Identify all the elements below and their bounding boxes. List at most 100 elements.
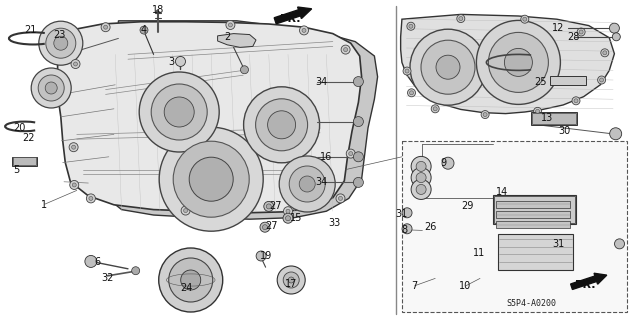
Circle shape — [264, 201, 274, 212]
Circle shape — [228, 23, 232, 27]
Text: 18: 18 — [152, 4, 164, 15]
Circle shape — [408, 89, 415, 97]
Bar — [493, 195, 576, 224]
Circle shape — [457, 15, 465, 23]
Circle shape — [286, 209, 290, 213]
Bar — [494, 196, 575, 223]
Circle shape — [241, 66, 248, 74]
Circle shape — [244, 87, 319, 163]
Circle shape — [104, 25, 108, 29]
Circle shape — [38, 75, 64, 101]
Circle shape — [181, 206, 190, 215]
Circle shape — [256, 251, 266, 261]
Text: 13: 13 — [541, 113, 554, 124]
Text: 5: 5 — [13, 164, 19, 175]
Circle shape — [353, 152, 364, 162]
Circle shape — [69, 143, 78, 152]
Circle shape — [71, 60, 80, 68]
Text: 23: 23 — [53, 30, 66, 40]
Circle shape — [416, 184, 426, 195]
Text: 28: 28 — [567, 32, 580, 42]
Circle shape — [175, 56, 186, 67]
Circle shape — [411, 168, 431, 188]
Bar — [532, 113, 576, 124]
Circle shape — [86, 194, 95, 203]
Circle shape — [39, 21, 83, 65]
Polygon shape — [102, 21, 378, 219]
Circle shape — [164, 97, 194, 127]
Circle shape — [353, 177, 364, 188]
Circle shape — [416, 161, 426, 172]
Circle shape — [600, 78, 604, 82]
Text: 34: 34 — [315, 177, 328, 188]
Text: 31: 31 — [552, 239, 564, 249]
Circle shape — [504, 48, 532, 76]
Circle shape — [601, 49, 609, 57]
Circle shape — [609, 23, 620, 33]
Circle shape — [579, 30, 583, 34]
Text: 9: 9 — [440, 158, 447, 168]
Polygon shape — [401, 14, 614, 114]
Circle shape — [610, 128, 621, 140]
Circle shape — [72, 145, 76, 149]
Text: 4: 4 — [141, 25, 147, 36]
Circle shape — [353, 76, 364, 87]
Circle shape — [410, 29, 486, 105]
Text: 21: 21 — [24, 25, 36, 36]
Circle shape — [151, 84, 207, 140]
Text: 24: 24 — [180, 283, 193, 293]
Text: 11: 11 — [472, 248, 485, 258]
Bar — [13, 157, 36, 165]
Text: 31: 31 — [396, 209, 408, 219]
Text: 3: 3 — [168, 57, 175, 68]
Polygon shape — [58, 22, 362, 213]
Text: 20: 20 — [13, 123, 26, 133]
Circle shape — [140, 26, 148, 34]
Circle shape — [262, 225, 268, 230]
Circle shape — [344, 48, 348, 52]
Circle shape — [54, 36, 68, 50]
Text: 16: 16 — [320, 152, 333, 162]
Circle shape — [268, 111, 296, 139]
Circle shape — [476, 20, 561, 104]
Text: 10: 10 — [459, 281, 472, 291]
Bar — [496, 201, 570, 208]
Text: 19: 19 — [259, 251, 272, 261]
Circle shape — [140, 72, 220, 152]
Text: FR.: FR. — [575, 280, 595, 291]
Circle shape — [101, 23, 110, 32]
Circle shape — [488, 32, 548, 92]
Circle shape — [284, 207, 292, 216]
Circle shape — [85, 255, 97, 268]
Text: 29: 29 — [461, 201, 474, 212]
Circle shape — [523, 17, 527, 21]
Circle shape — [411, 180, 431, 199]
Circle shape — [403, 67, 411, 75]
Circle shape — [289, 166, 325, 202]
Text: 6: 6 — [94, 257, 100, 268]
Text: 1: 1 — [40, 200, 47, 210]
Circle shape — [159, 127, 263, 231]
Circle shape — [70, 180, 79, 189]
Circle shape — [277, 266, 305, 294]
Text: 15: 15 — [289, 212, 302, 223]
Text: 27: 27 — [265, 220, 278, 231]
Circle shape — [421, 40, 475, 94]
Circle shape — [603, 51, 607, 55]
Circle shape — [72, 183, 76, 187]
Circle shape — [226, 20, 235, 29]
Polygon shape — [218, 34, 256, 47]
Text: 27: 27 — [269, 201, 282, 212]
Text: 25: 25 — [534, 76, 547, 87]
Circle shape — [339, 196, 342, 200]
Text: 7: 7 — [411, 281, 417, 291]
Text: 33: 33 — [328, 218, 340, 228]
Circle shape — [411, 156, 431, 176]
Circle shape — [283, 213, 293, 223]
FancyArrow shape — [571, 273, 607, 290]
Text: 30: 30 — [558, 126, 571, 136]
Text: 14: 14 — [496, 187, 509, 197]
Circle shape — [431, 105, 439, 113]
Text: 8: 8 — [401, 225, 408, 235]
Circle shape — [189, 157, 233, 201]
